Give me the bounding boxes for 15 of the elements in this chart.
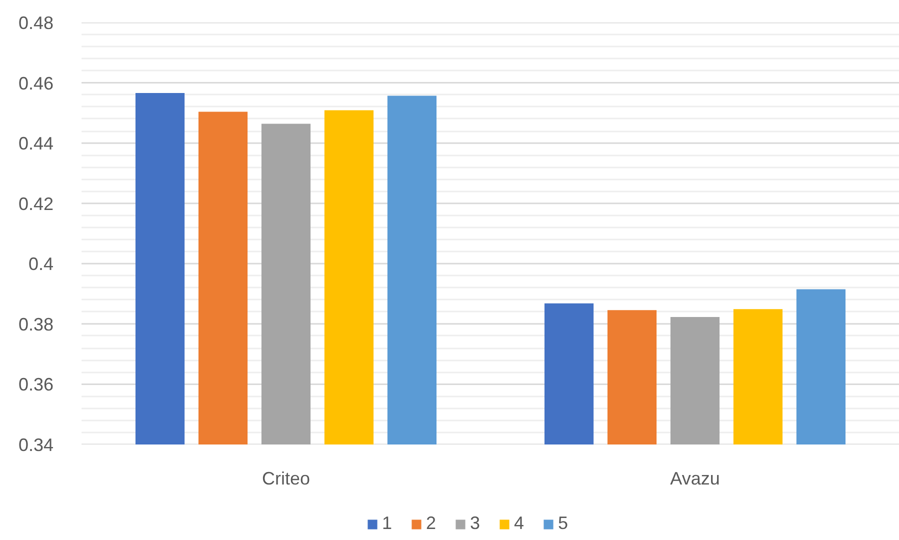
y-tick-label: 0.44 (18, 134, 54, 154)
x-tick-label: Criteo (262, 468, 310, 488)
legend-label: 2 (426, 513, 438, 534)
y-tick-label: 0.4 (28, 254, 54, 274)
y-tick-label: 0.48 (18, 13, 54, 33)
x-tick-label: Avazu (670, 468, 720, 488)
y-tick-label: 0.34 (18, 435, 54, 455)
y-tick-label: 0.42 (18, 194, 54, 214)
legend-label: 4 (514, 513, 526, 534)
legend-label: 5 (558, 513, 570, 534)
y-tick-label: 0.46 (18, 73, 54, 94)
legend-label: 3 (470, 513, 482, 534)
legend-label: 1 (382, 513, 394, 534)
y-tick-label: 0.36 (18, 374, 54, 395)
y-tick-label: 0.38 (18, 314, 54, 334)
